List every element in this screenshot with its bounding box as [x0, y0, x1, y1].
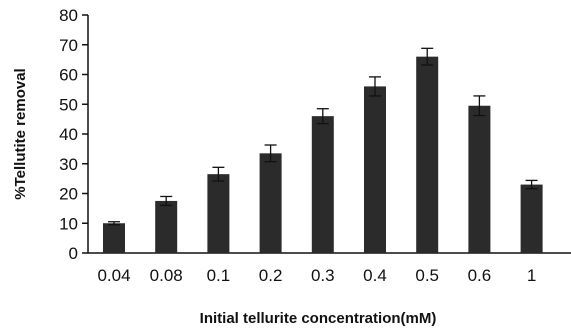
y-tick-label: 10: [59, 214, 78, 233]
bar-0.04: [103, 223, 125, 253]
error-bar-0.3: [316, 108, 329, 125]
error-bar-0.5: [421, 47, 434, 66]
bar-0.6: [468, 105, 491, 253]
x-tick-label: 0.3: [311, 266, 335, 285]
x-tick-label: 0.4: [363, 266, 387, 285]
y-tick-label: 60: [59, 66, 78, 85]
x-ticks: 0.04 0.08 0.1 0.2 0.3 0.4 0.5 0.6 1: [97, 266, 536, 285]
bar-0.2: [259, 153, 282, 253]
bar-1: [520, 184, 543, 253]
y-axis-title: %Tellutite removal: [12, 68, 29, 199]
error-bar-0.04: [108, 221, 120, 226]
y-tick-label: 30: [59, 155, 78, 174]
y-tick-label: 70: [59, 36, 78, 55]
x-tick-label: 0.2: [259, 266, 283, 285]
x-tick-label: 0.04: [97, 266, 130, 285]
y-tick-label: 20: [59, 185, 78, 204]
x-tick-label: 0.5: [415, 266, 439, 285]
error-bar-0.08: [160, 195, 173, 207]
error-bar-1: [525, 179, 538, 190]
error-bar-0.1: [212, 166, 225, 182]
bar-0.4: [364, 86, 386, 254]
bars: [103, 56, 543, 254]
error-bar-0.6: [473, 95, 486, 117]
y-tick-label: 0: [69, 244, 78, 263]
error-bars: [108, 47, 538, 226]
y-ticks: 0 10 20 30 40 50 60 70 80: [59, 6, 88, 263]
y-tick-label: 50: [59, 95, 78, 114]
error-bar-0.4: [369, 76, 381, 97]
bar-0.1: [207, 174, 230, 253]
bar-0.5: [416, 56, 439, 254]
x-axis-title: Initial tellurite concentration(mM): [200, 310, 437, 327]
y-tick-label: 80: [59, 6, 78, 25]
bar-0.3: [311, 116, 334, 254]
x-tick-label: 1: [527, 266, 536, 285]
x-tick-label: 0.1: [207, 266, 231, 285]
x-tick-label: 0.08: [150, 266, 183, 285]
x-tick-label: 0.6: [468, 266, 492, 285]
error-bar-0.2: [264, 144, 277, 163]
bar-0.08: [155, 200, 178, 253]
y-tick-label: 40: [59, 125, 78, 144]
